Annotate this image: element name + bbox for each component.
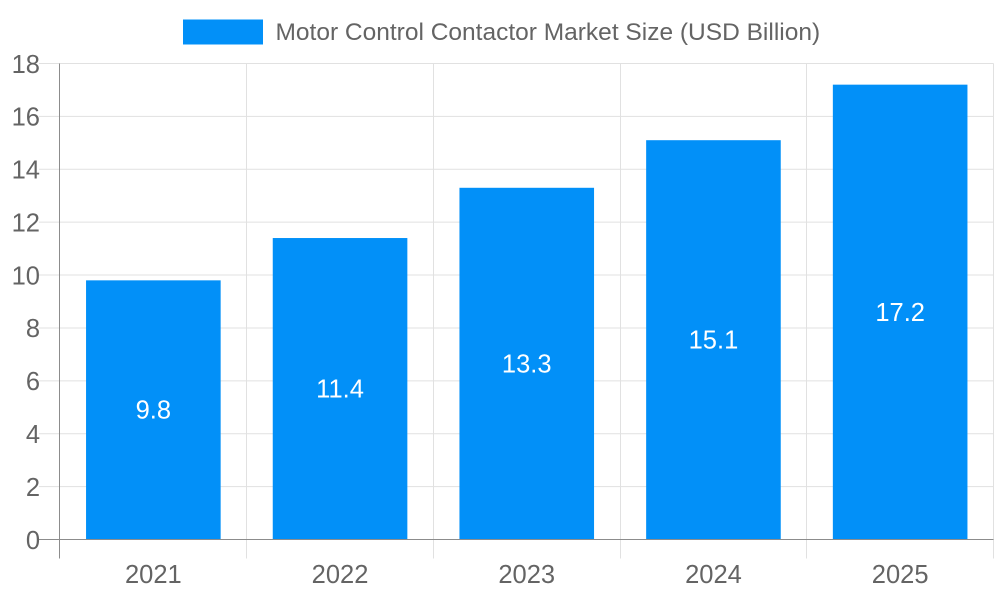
svg-text:6: 6 (26, 368, 40, 396)
svg-text:8: 8 (26, 315, 40, 343)
svg-text:4: 4 (26, 421, 40, 449)
svg-text:2022: 2022 (312, 561, 369, 589)
svg-text:11.4: 11.4 (316, 376, 364, 404)
svg-text:18: 18 (12, 51, 40, 79)
svg-text:16: 16 (12, 104, 40, 132)
svg-text:Motor Control Contactor Market: Motor Control Contactor Market Size (USD… (276, 19, 821, 46)
svg-text:2021: 2021 (125, 561, 182, 589)
svg-text:15.1: 15.1 (689, 327, 739, 355)
svg-text:9.8: 9.8 (136, 397, 171, 425)
svg-text:13.3: 13.3 (502, 350, 552, 378)
svg-text:17.2: 17.2 (875, 299, 925, 327)
svg-text:2024: 2024 (685, 561, 742, 589)
svg-text:0: 0 (26, 527, 40, 555)
svg-text:2023: 2023 (498, 561, 555, 589)
svg-text:2: 2 (26, 474, 40, 502)
svg-text:14: 14 (12, 157, 40, 185)
svg-text:2025: 2025 (872, 561, 929, 589)
svg-text:10: 10 (12, 262, 40, 290)
svg-text:12: 12 (12, 209, 40, 237)
